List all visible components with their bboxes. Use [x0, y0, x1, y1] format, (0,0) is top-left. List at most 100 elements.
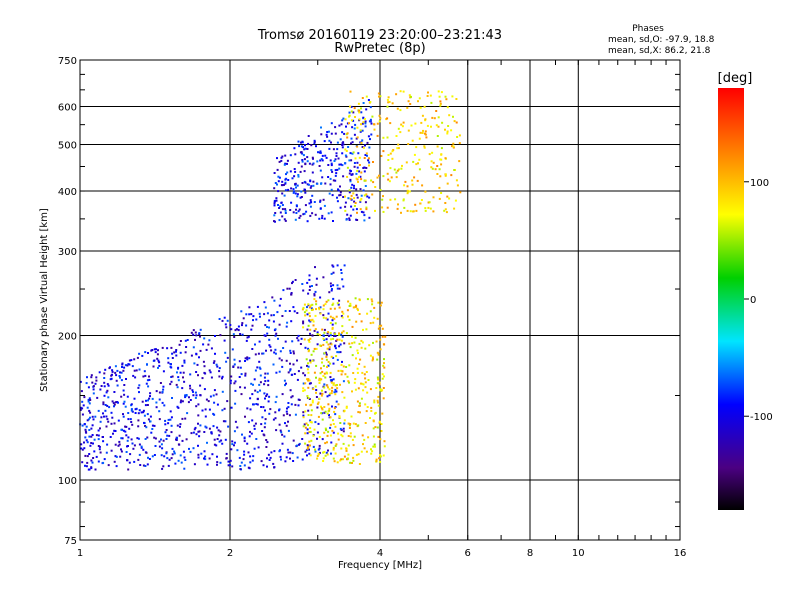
- echo-point: [325, 341, 328, 344]
- echo-point: [340, 447, 343, 450]
- echo-point: [302, 425, 305, 428]
- echo-point: [383, 343, 386, 346]
- echo-point: [281, 393, 284, 396]
- echo-point: [367, 99, 370, 101]
- echo-point: [268, 338, 271, 341]
- echo-point: [338, 306, 341, 309]
- echo-point: [302, 382, 305, 385]
- echo-point: [111, 369, 114, 372]
- echo-point: [273, 200, 276, 203]
- echo-point: [335, 172, 338, 175]
- echo-point: [311, 194, 314, 197]
- echo-point: [149, 392, 152, 395]
- echo-point: [100, 385, 103, 387]
- echo-point: [254, 369, 257, 372]
- echo-point: [287, 179, 290, 181]
- echo-point: [439, 175, 442, 178]
- echo-point: [327, 331, 330, 334]
- echo-point: [324, 182, 327, 185]
- echo-point: [181, 439, 184, 442]
- echo-point: [408, 190, 411, 193]
- echo-point: [327, 403, 330, 406]
- echo-point: [430, 166, 433, 169]
- echo-point: [364, 185, 367, 187]
- echo-point: [147, 399, 149, 402]
- echo-point: [81, 413, 84, 416]
- echo-point: [158, 445, 161, 448]
- echo-point: [218, 440, 221, 443]
- echo-point: [303, 148, 306, 151]
- echo-point: [243, 386, 246, 389]
- echo-point: [115, 465, 118, 468]
- echo-point: [94, 415, 97, 418]
- echo-point: [84, 428, 87, 431]
- echo-point: [124, 364, 127, 367]
- echo-point: [176, 424, 179, 427]
- echo-point: [358, 156, 361, 159]
- echo-point: [386, 172, 389, 175]
- echo-point: [170, 424, 173, 427]
- echo-point: [302, 322, 305, 325]
- echo-point: [304, 410, 307, 413]
- echo-point: [103, 415, 105, 418]
- echo-point: [157, 349, 159, 352]
- echo-point: [284, 182, 287, 185]
- echo-point: [355, 177, 358, 180]
- echo-point: [361, 382, 364, 385]
- echo-point: [177, 376, 180, 379]
- echo-point: [348, 381, 350, 384]
- echo-point: [120, 437, 123, 440]
- echo-point: [267, 400, 270, 403]
- echo-point: [312, 180, 315, 183]
- echo-point: [98, 445, 101, 448]
- echo-point: [349, 152, 352, 155]
- echo-point: [365, 108, 368, 111]
- echo-point: [209, 395, 212, 398]
- echo-point: [321, 176, 324, 179]
- echo-point: [336, 148, 339, 151]
- echo-point: [186, 339, 189, 341]
- echo-point: [307, 324, 310, 327]
- echo-point: [234, 420, 237, 423]
- echo-point: [268, 395, 271, 398]
- echo-point: [95, 379, 98, 382]
- echo-point: [448, 114, 451, 117]
- echo-point: [330, 188, 333, 191]
- echo-point: [202, 343, 205, 346]
- echo-point: [148, 378, 151, 381]
- echo-point: [160, 454, 163, 457]
- echo-point: [383, 358, 385, 361]
- echo-point: [79, 380, 82, 383]
- echo-point: [307, 424, 309, 427]
- echo-point: [354, 123, 357, 126]
- echo-point: [155, 348, 157, 351]
- echo-point: [216, 403, 219, 406]
- echo-point: [301, 283, 304, 285]
- echo-point: [171, 447, 174, 450]
- echo-point: [244, 360, 246, 362]
- echo-point: [290, 292, 293, 294]
- echo-point: [352, 151, 355, 154]
- echo-point: [367, 436, 370, 439]
- echo-point: [251, 324, 254, 327]
- echo-point: [144, 438, 147, 440]
- echo-point: [127, 418, 130, 421]
- echo-point: [267, 453, 270, 456]
- echo-point: [293, 310, 296, 313]
- echo-point: [265, 439, 268, 441]
- echo-point: [349, 178, 352, 181]
- echo-point: [265, 395, 268, 397]
- echo-point: [260, 406, 263, 408]
- echo-point: [163, 455, 166, 458]
- echo-point: [357, 352, 359, 355]
- y-tick-label: 200: [58, 332, 77, 343]
- echo-point: [108, 406, 111, 409]
- echo-point: [122, 402, 125, 405]
- echo-point: [341, 325, 344, 328]
- echo-point: [380, 430, 383, 432]
- echo-point: [328, 139, 331, 142]
- echo-point: [318, 451, 321, 454]
- echo-point: [313, 428, 316, 431]
- echo-point: [337, 303, 340, 306]
- echo-point: [165, 438, 168, 440]
